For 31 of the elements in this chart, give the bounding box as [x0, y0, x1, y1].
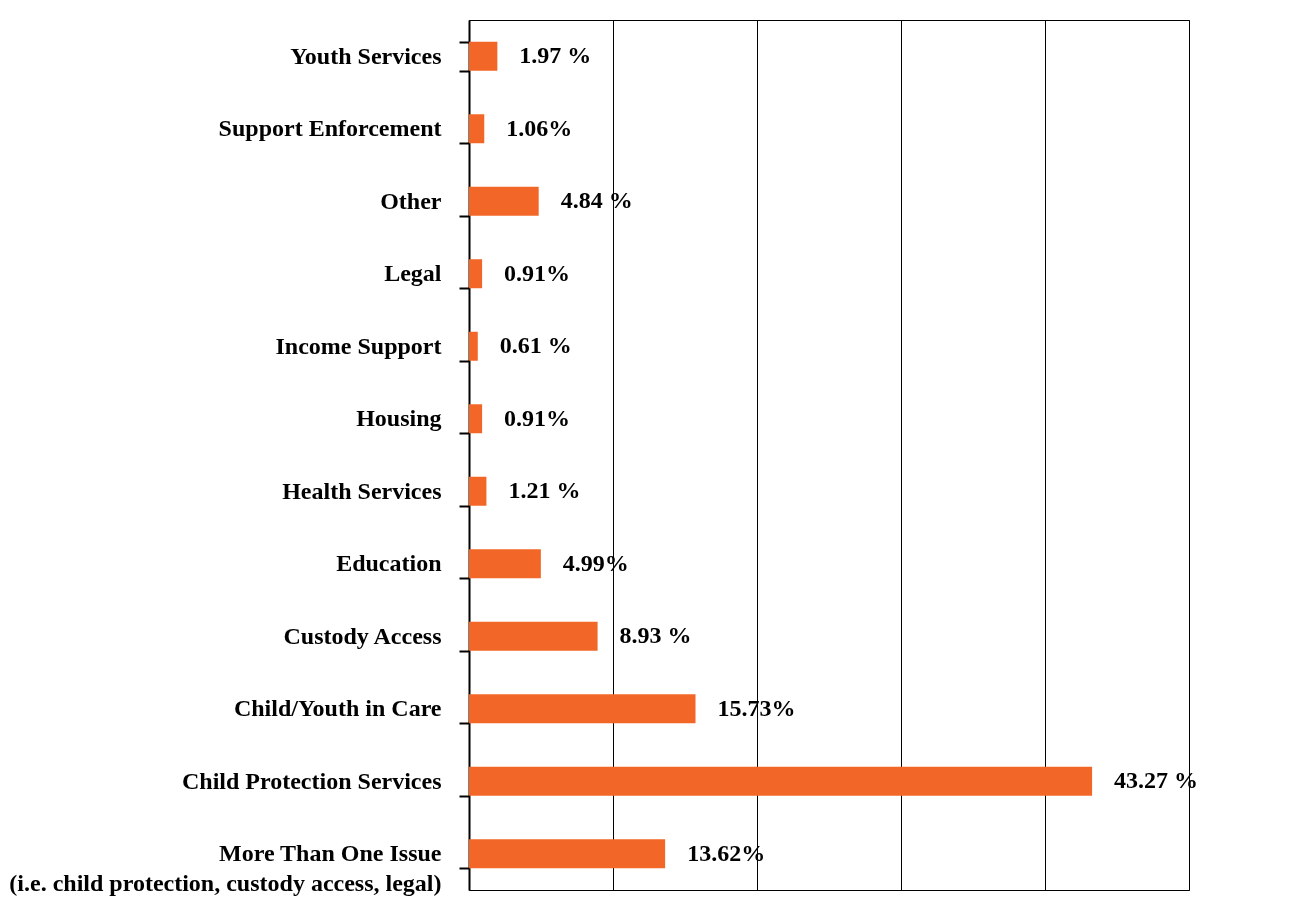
bar — [469, 404, 483, 434]
bar — [469, 476, 487, 506]
y-tick-label: Housing — [356, 405, 442, 432]
data-label: 1.21 % — [508, 477, 581, 504]
bar — [469, 839, 666, 869]
bar — [469, 41, 498, 71]
bar — [469, 549, 541, 579]
y-tick-label: Income Support — [275, 332, 442, 359]
bar — [469, 259, 483, 289]
data-label: 0.91% — [504, 259, 571, 286]
bar — [469, 186, 539, 216]
y-tick-label: Health Services — [282, 477, 442, 504]
data-label: 8.93 % — [619, 622, 692, 649]
data-label: 1.97 % — [519, 42, 592, 69]
data-label: 0.91% — [504, 404, 571, 431]
bar — [469, 331, 478, 361]
data-label: 0.61 % — [499, 332, 572, 359]
bar — [469, 766, 1093, 796]
y-tick-label: Legal — [384, 260, 442, 287]
y-tick-label: More Than One Issue (i.e. child protection, custody access, legal) — [9, 840, 442, 897]
y-tick-label: Other — [380, 187, 442, 214]
y-tick-label: Child/Youth in Care — [233, 695, 442, 722]
y-tick-label: Child Protection Services — [181, 767, 442, 794]
y-tick-label: Support Enforcement — [218, 115, 442, 142]
bar — [469, 694, 696, 724]
data-label: 1.06% — [506, 114, 573, 141]
bar — [469, 114, 485, 144]
y-tick-label: Education — [336, 550, 442, 577]
y-tick-label: Youth Services — [290, 42, 442, 69]
bar — [469, 621, 598, 651]
y-tick-label: Custody Access — [283, 622, 442, 649]
